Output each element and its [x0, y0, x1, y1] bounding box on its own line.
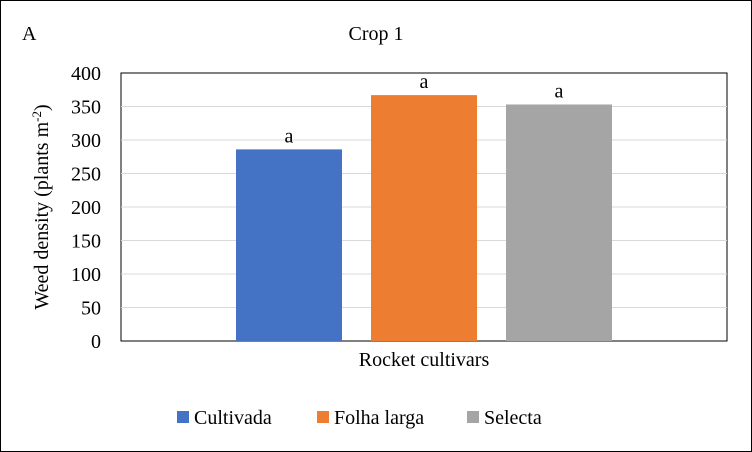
bar-data-label: a: [285, 125, 294, 147]
bar-labels: a a a: [285, 71, 564, 147]
y-axis-title: Weed density (plants m-2): [29, 104, 53, 309]
legend: Cultivada Folha larga Selecta: [177, 407, 542, 429]
y-tick-label: 100: [71, 264, 101, 286]
y-tick-label: 150: [71, 231, 101, 253]
y-tick-label: 50: [81, 298, 101, 320]
y-tick-label: 300: [71, 130, 101, 152]
bar-folha-larga: [371, 95, 477, 341]
legend-swatch: [317, 411, 329, 423]
y-axis-title-close: ): [31, 104, 53, 111]
y-tick-label: 0: [91, 331, 101, 353]
y-axis-title-main: Weed density (plants m: [31, 121, 53, 309]
legend-label: Cultivada: [194, 407, 272, 429]
y-tick-label: 350: [71, 97, 101, 119]
x-axis-title: Rocket cultivars: [359, 349, 490, 371]
bar-selecta: [506, 104, 612, 342]
bar-data-label: a: [555, 80, 564, 102]
bar-cultivada: [236, 149, 342, 341]
y-axis-ticks: 0 50 100 150 200 250 300 350 400: [71, 63, 101, 353]
y-tick-label: 400: [71, 63, 101, 85]
y-tick-label: 250: [71, 164, 101, 186]
legend-label: Selecta: [484, 407, 542, 429]
legend-swatch: [177, 411, 189, 423]
bar-data-label: a: [420, 71, 429, 93]
bars: [236, 95, 612, 342]
legend-label: Folha larga: [334, 407, 424, 429]
y-axis-title-sup: -2: [29, 111, 44, 122]
y-tick-label: 200: [71, 197, 101, 219]
chart-title: Crop 1: [349, 23, 404, 45]
panel-label: A: [22, 23, 37, 45]
legend-swatch: [467, 411, 479, 423]
